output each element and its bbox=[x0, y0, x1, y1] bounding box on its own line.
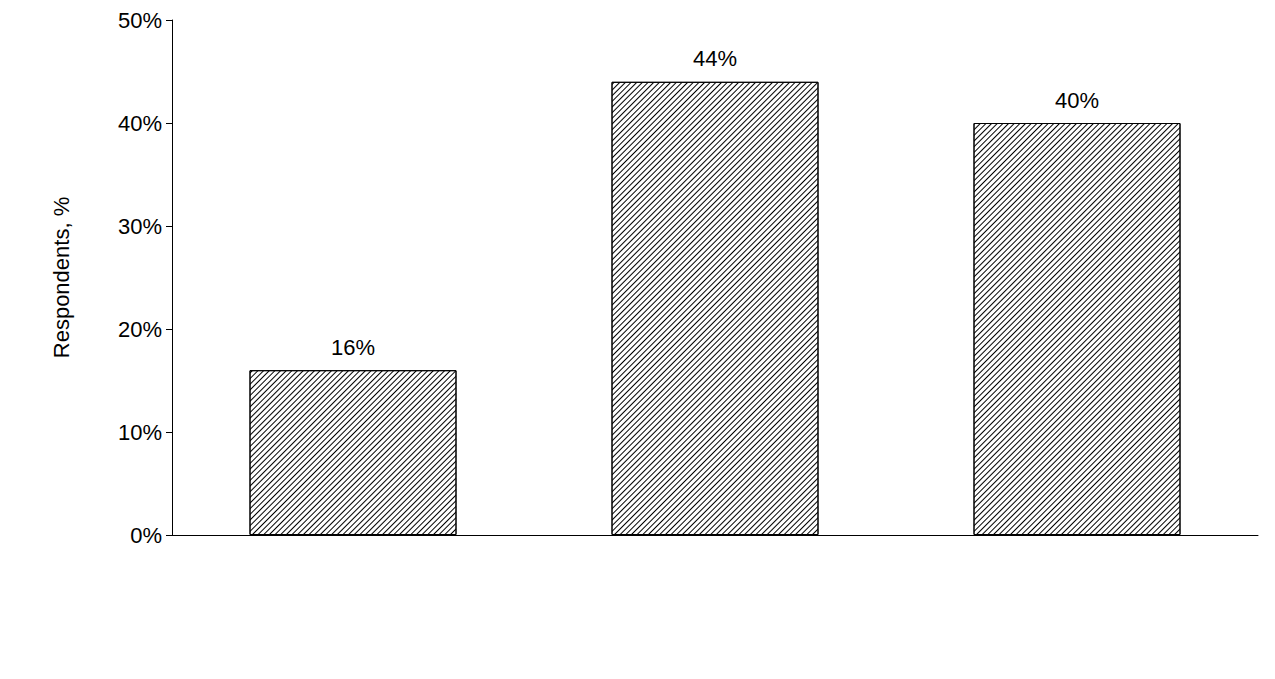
svg-text:30%: 30% bbox=[118, 214, 162, 239]
svg-text:10%: 10% bbox=[118, 420, 162, 445]
svg-text:44%: 44% bbox=[693, 46, 737, 71]
svg-text:40%: 40% bbox=[1055, 88, 1099, 113]
svg-text:Respondents, %: Respondents, % bbox=[49, 197, 74, 358]
svg-text:50%: 50% bbox=[118, 8, 162, 33]
svg-text:16%: 16% bbox=[331, 335, 375, 360]
svg-text:40%: 40% bbox=[118, 111, 162, 136]
svg-text:20%: 20% bbox=[118, 317, 162, 342]
svg-text:0%: 0% bbox=[130, 523, 162, 548]
